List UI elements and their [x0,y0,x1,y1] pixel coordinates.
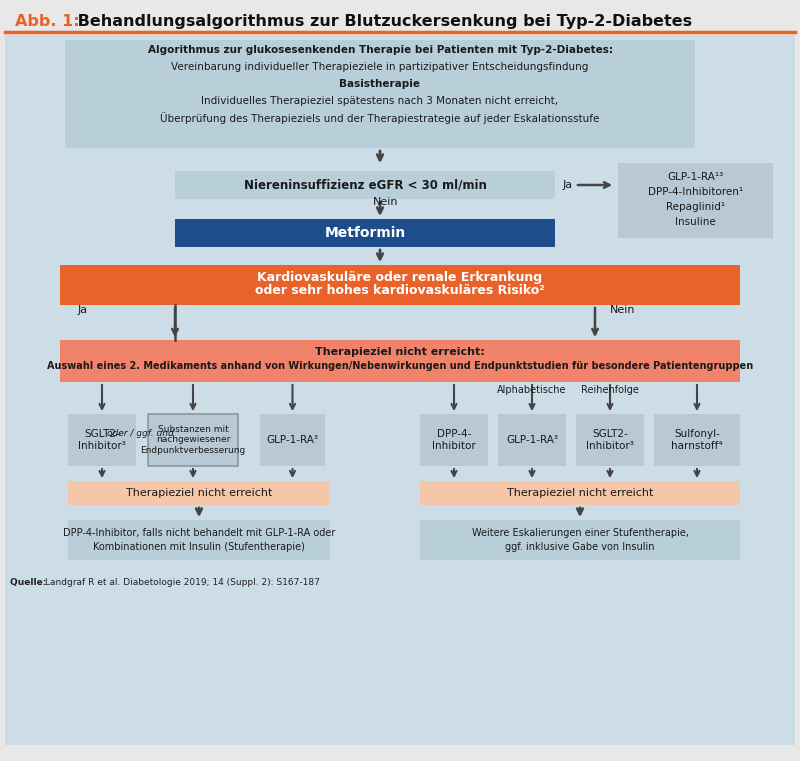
Text: Abb. 1:: Abb. 1: [15,14,80,29]
Text: Überprüfung des Therapieziels und der Therapiestrategie auf jeder Eskalationsstu: Überprüfung des Therapieziels und der Th… [160,112,600,124]
FancyBboxPatch shape [68,481,330,505]
Text: Kardiovaskuläre oder renale Erkrankung: Kardiovaskuläre oder renale Erkrankung [258,270,542,284]
Text: Landgraf R et al. Diabetologie 2019; 14 (Suppl. 2): S167-187: Landgraf R et al. Diabetologie 2019; 14 … [45,578,320,587]
Text: Kombinationen mit Insulin (Stufentherapie): Kombinationen mit Insulin (Stufentherapi… [93,542,305,552]
FancyBboxPatch shape [5,35,795,745]
Text: SGLT2-
Inhibitor³: SGLT2- Inhibitor³ [586,429,634,451]
Text: Basistherapie: Basistherapie [339,79,421,89]
Text: Therapieziel nicht erreicht:: Therapieziel nicht erreicht: [315,347,485,357]
Text: Ja: Ja [78,305,88,315]
FancyBboxPatch shape [576,414,644,466]
FancyBboxPatch shape [148,414,238,466]
FancyBboxPatch shape [60,265,740,305]
Text: Repaglinid¹: Repaglinid¹ [666,202,725,212]
Text: GLP-1-RA³: GLP-1-RA³ [506,435,558,445]
FancyBboxPatch shape [68,520,330,560]
Text: Nein: Nein [610,305,635,315]
Text: Therapieziel nicht erreicht: Therapieziel nicht erreicht [126,488,272,498]
Text: Niereninsuffizienz eGFR < 30 ml/min: Niereninsuffizienz eGFR < 30 ml/min [243,179,486,192]
Text: DPP-4-
Inhibitor: DPP-4- Inhibitor [432,429,476,451]
FancyBboxPatch shape [68,414,136,466]
FancyBboxPatch shape [420,414,488,466]
Text: Therapieziel nicht erreicht: Therapieziel nicht erreicht [507,488,653,498]
Text: GLP-1-RA¹³: GLP-1-RA¹³ [667,172,724,182]
Text: Reihenfolge: Reihenfolge [581,385,639,395]
Text: Ja: Ja [563,180,573,190]
Text: oder sehr hohes kardiovaskuläres Risiko²: oder sehr hohes kardiovaskuläres Risiko² [255,285,545,298]
Text: Metformin: Metformin [324,226,406,240]
FancyBboxPatch shape [654,414,740,466]
Text: Alphabetische: Alphabetische [498,385,566,395]
Text: Sulfonyl-
harnstoff⁴: Sulfonyl- harnstoff⁴ [671,429,723,451]
Text: DPP-4-Inhibitor, falls nicht behandelt mit GLP-1-RA oder: DPP-4-Inhibitor, falls nicht behandelt m… [63,528,335,538]
Text: Behandlungsalgorithmus zur Blutzuckersenkung bei Typ-2-Diabetes: Behandlungsalgorithmus zur Blutzuckersen… [72,14,692,29]
Text: GLP-1-RA³: GLP-1-RA³ [266,435,318,445]
FancyBboxPatch shape [498,414,566,466]
Text: Nein: Nein [373,197,398,207]
FancyBboxPatch shape [420,481,740,505]
Text: Vereinbarung individueller Therapieziele in partizipativer Entscheidungsfindung: Vereinbarung individueller Therapieziele… [171,62,589,72]
Text: Algorithmus zur glukosesenkenden Therapie bei Patienten mit Typ-2-Diabetes:: Algorithmus zur glukosesenkenden Therapi… [147,45,613,55]
Text: Insuline: Insuline [675,217,716,227]
Text: Substanzen mit
nachgewiesener
Endpunktverbesserung: Substanzen mit nachgewiesener Endpunktve… [140,425,246,455]
Text: SGLT2-
Inhibitor³: SGLT2- Inhibitor³ [78,429,126,451]
FancyBboxPatch shape [175,171,555,199]
FancyBboxPatch shape [260,414,325,466]
FancyBboxPatch shape [65,40,695,148]
Text: ggf. inklusive Gabe von Insulin: ggf. inklusive Gabe von Insulin [506,542,654,552]
FancyBboxPatch shape [618,163,773,238]
FancyBboxPatch shape [60,340,740,382]
Text: DPP-4-Inhibitoren¹: DPP-4-Inhibitoren¹ [648,187,743,197]
Text: Weitere Eskalierungen einer Stufentherapie,: Weitere Eskalierungen einer Stufentherap… [471,528,689,538]
Text: oder / ggf. und: oder / ggf. und [106,429,174,438]
Text: Individuelles Therapieziel spätestens nach 3 Monaten nicht erreicht,: Individuelles Therapieziel spätestens na… [202,96,558,106]
Text: Auswahl eines 2. Medikaments anhand von Wirkungen/Nebenwirkungen und Endpunktstu: Auswahl eines 2. Medikaments anhand von … [47,361,753,371]
Text: Quelle:: Quelle: [10,578,50,587]
FancyBboxPatch shape [420,520,740,560]
FancyBboxPatch shape [175,219,555,247]
